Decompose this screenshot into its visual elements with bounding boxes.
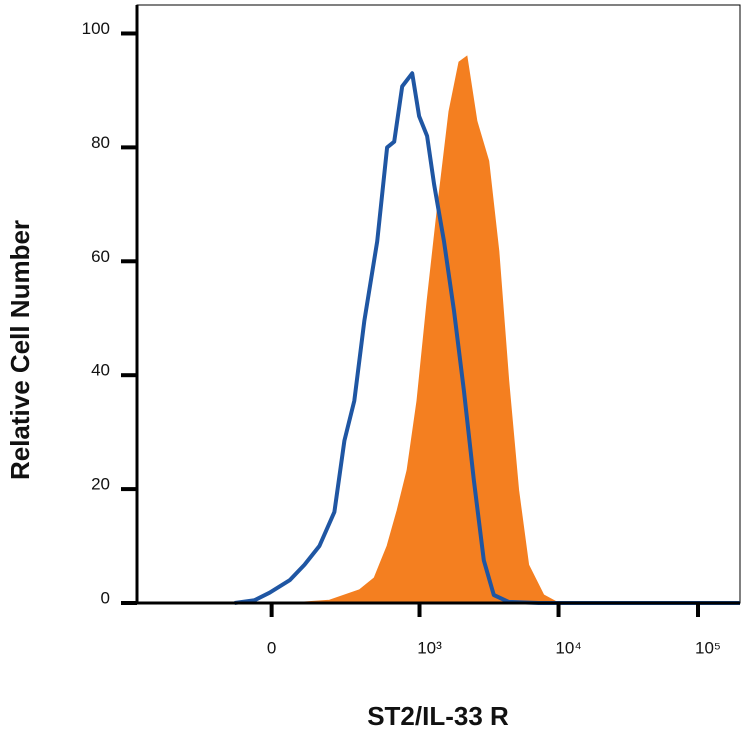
y-tick-label: 20 [91,475,110,494]
histogram-area [289,55,559,604]
y-tick-label: 40 [91,361,110,380]
x-tick-label: 0 [267,638,276,657]
x-tick-label: 10⁴ [555,638,581,657]
y-tick-label: 80 [91,133,110,152]
x-tick-label: 10³ [417,638,442,657]
y-tick-label: 0 [101,588,110,607]
x-tick-label: 10⁵ [695,638,721,657]
x-axis-label: ST2/IL-33 R [367,701,509,731]
y-tick-label: 60 [91,247,110,266]
histogram-line [234,71,740,605]
y-axis-label: Relative Cell Number [5,220,35,480]
y-tick-label: 100 [82,19,110,38]
